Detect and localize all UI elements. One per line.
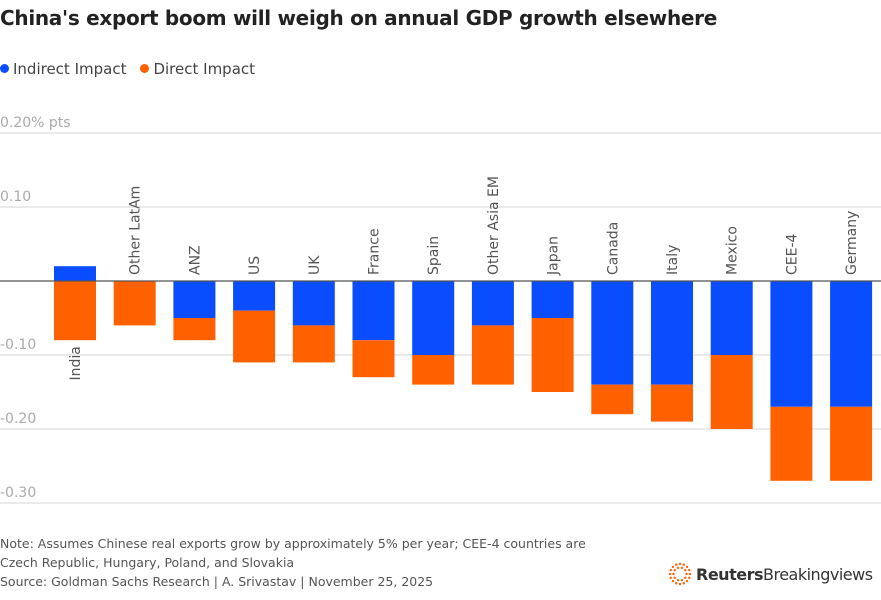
legend-label: Direct Impact <box>153 60 256 78</box>
bar-direct <box>830 406 873 481</box>
source-line: Source: Goldman Sachs Research | A. Sriv… <box>0 574 434 589</box>
logo-dot <box>688 572 692 576</box>
bar-direct <box>233 310 276 363</box>
logo-dot <box>684 576 687 580</box>
bar-indirect <box>471 281 514 326</box>
logo-dot <box>680 578 684 582</box>
bar-indirect <box>770 281 813 407</box>
logo-dot <box>682 563 686 566</box>
logo-dot <box>682 582 686 585</box>
logo-dot <box>672 572 675 576</box>
y-tick-label: -0.20 <box>0 411 36 427</box>
bar-direct <box>710 355 753 429</box>
x-category-label: Japan <box>546 236 562 276</box>
note-line: Czech Republic, Hungary, Poland, and Slo… <box>0 555 295 570</box>
logo-light: Breakingviews <box>762 564 873 584</box>
legend-item-indirect: Indirect Impact <box>0 60 126 78</box>
logo-dot <box>684 568 687 572</box>
logo-dot <box>688 568 691 572</box>
bar-indirect <box>412 281 455 355</box>
x-category-label: Italy <box>665 245 681 275</box>
x-category-label: France <box>367 228 383 275</box>
bar-indirect <box>352 281 395 341</box>
bar-indirect <box>531 281 574 318</box>
y-tick-label: 0.10 <box>0 189 31 205</box>
x-category-label: Mexico <box>725 226 741 275</box>
logo-dot <box>669 568 672 572</box>
bar-indirect <box>292 281 335 326</box>
reuters-dots-icon <box>668 562 692 586</box>
bar-direct <box>531 318 574 392</box>
bar-indirect <box>54 266 96 281</box>
chart-title: China's export boom will weigh on annual… <box>0 6 717 30</box>
bar-direct <box>471 325 514 385</box>
logo-dot <box>671 579 675 583</box>
logo-dot <box>685 579 689 583</box>
legend-label: Indirect Impact <box>13 60 127 78</box>
logo-dot <box>673 576 676 580</box>
x-category-label: Spain <box>426 236 442 275</box>
y-tick-label: -0.30 <box>0 485 36 501</box>
x-category-label: US <box>247 256 263 275</box>
bar-direct <box>412 355 455 385</box>
x-category-label: ANZ <box>187 245 203 275</box>
note-line: Note: Assumes Chinese real exports grow … <box>0 536 586 551</box>
logo-dot <box>668 572 672 576</box>
logo-dot <box>685 572 688 576</box>
chart-note: Note: Assumes Chinese real exports grow … <box>0 534 586 591</box>
x-category-label: India <box>68 346 84 380</box>
bar-direct <box>591 384 634 415</box>
bar-direct <box>292 325 335 363</box>
bar-indirect <box>710 281 753 355</box>
x-category-label: Canada <box>605 222 621 275</box>
x-category-label: CEE-4 <box>784 233 800 275</box>
logo-dot <box>678 582 682 586</box>
bar-indirect <box>173 281 216 318</box>
reuters-logo: Reuters Breakingviews <box>668 562 873 586</box>
logo-dot <box>673 568 676 572</box>
x-category-label: Other LatAm <box>128 186 144 275</box>
bar-direct <box>113 281 156 326</box>
logo-dot <box>671 565 675 569</box>
bar-indirect <box>591 281 634 385</box>
legend-swatch-direct <box>140 64 150 73</box>
x-category-label: Other Asia EM <box>486 176 502 275</box>
logo-dot <box>678 562 682 566</box>
bar-direct <box>54 281 96 341</box>
bar-direct <box>770 406 813 481</box>
bar-indirect <box>651 281 693 385</box>
logo-dot <box>674 563 678 566</box>
logo-dot <box>674 582 678 585</box>
bar-direct <box>173 318 216 341</box>
bar-indirect <box>233 281 276 311</box>
x-category-label: Germany <box>844 211 860 275</box>
logo-dot <box>676 566 680 570</box>
logo-dot <box>669 576 672 580</box>
x-category-label: UK <box>307 255 323 275</box>
bar-indirect <box>830 281 873 407</box>
legend-swatch-indirect <box>0 64 9 73</box>
logo-dot <box>676 578 680 582</box>
logo-bold: Reuters <box>696 564 763 584</box>
logo-dot <box>685 565 689 569</box>
bar-direct <box>352 340 395 378</box>
legend: Indirect Impact Direct Impact <box>0 60 255 78</box>
y-tick-label: -0.10 <box>0 337 36 353</box>
legend-item-direct: Direct Impact <box>140 60 255 78</box>
y-tick-label: 0.20% pts <box>0 115 71 131</box>
logo-dot <box>688 576 691 580</box>
bar-direct <box>651 384 693 422</box>
logo-dot <box>680 566 684 570</box>
